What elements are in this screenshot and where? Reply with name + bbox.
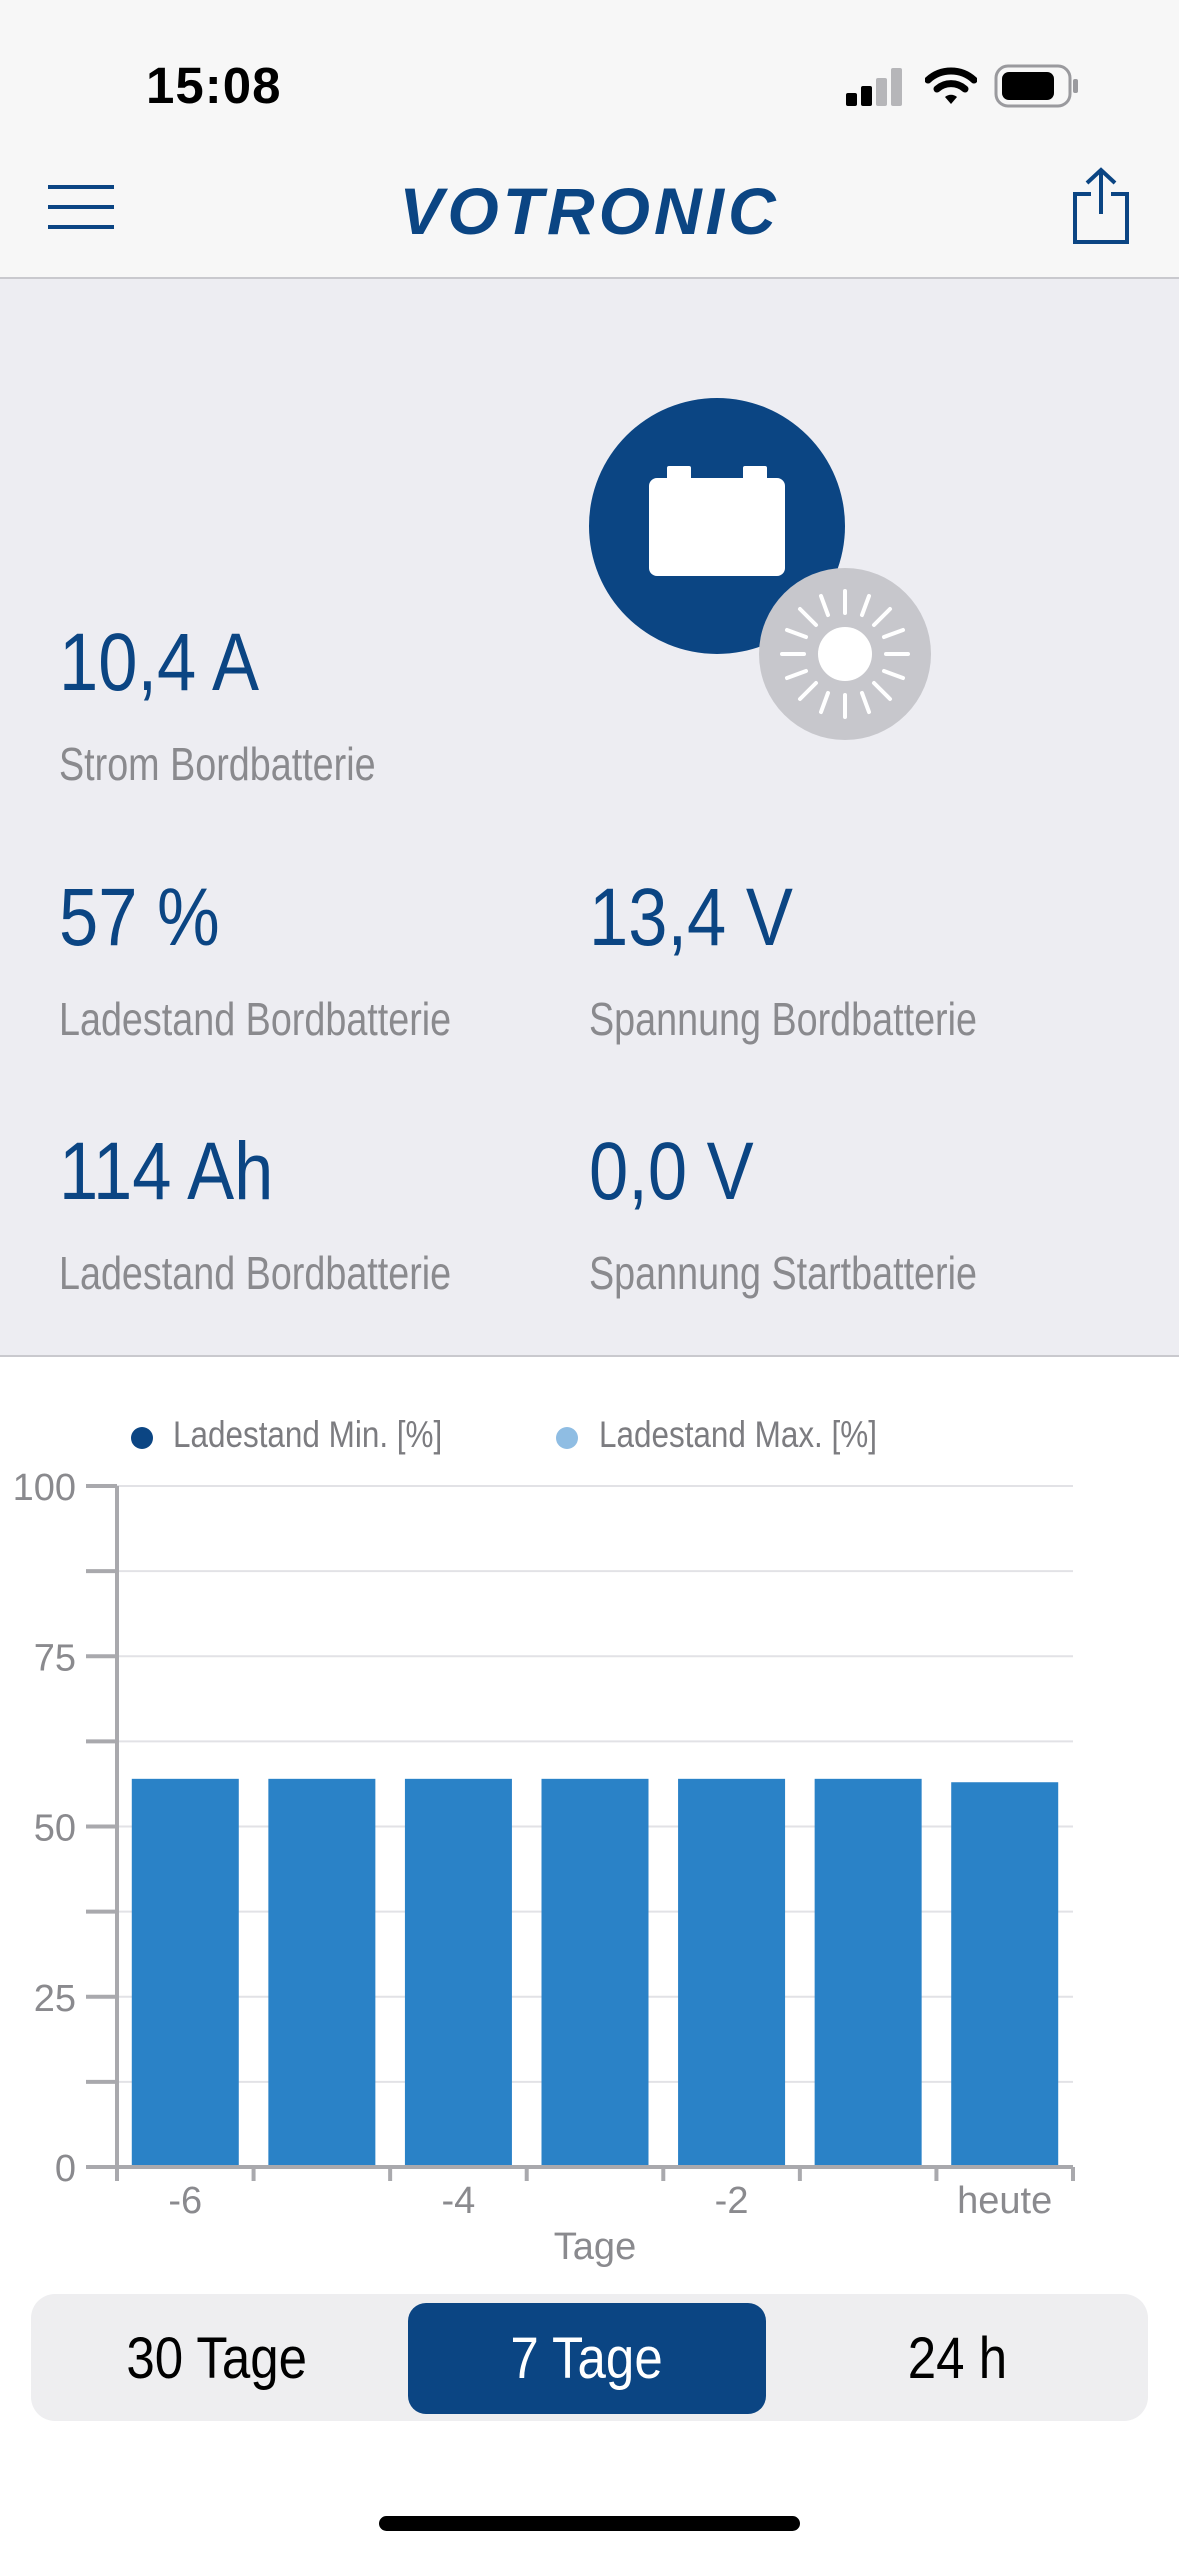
range-option-30-days-label: 30 Tage (126, 2326, 308, 2391)
legend-dot-max (556, 1427, 578, 1449)
x-tick-label: -6 (168, 2180, 202, 2222)
share-icon[interactable] (1071, 166, 1131, 246)
x-tick-label: heute (957, 2180, 1052, 2222)
bar (131, 1778, 239, 2167)
legend-dot-min (131, 1427, 153, 1449)
bar (814, 1778, 922, 2167)
y-tick-label: 75 (34, 1637, 76, 1679)
bar (951, 1782, 1059, 2167)
voltage-start-label: Spannung Startbatterie (589, 1247, 977, 1299)
battery-icon (994, 64, 1078, 108)
navigation-bar (0, 150, 1179, 279)
menu-icon[interactable] (48, 182, 114, 232)
bar (404, 1778, 512, 2167)
voltage-board-value: 13,4 V (589, 872, 793, 963)
soc-bar-chart: 0 25 50 75 100 -6 -4 -2 heute Tage (13, 1467, 1075, 2268)
x-tick-label: -2 (715, 2180, 749, 2222)
soc-percent-value: 57 % (59, 872, 220, 963)
y-tick-label: 25 (34, 1978, 76, 2020)
current-label: Strom Bordbatterie (59, 738, 376, 790)
x-axis-title: Tage (554, 2226, 636, 2268)
legend-label-min: Ladestand Min. [%] (173, 1414, 443, 1455)
range-option-24-hours-label: 24 h (907, 2326, 1007, 2391)
y-tick-label: 100 (13, 1467, 76, 1509)
wifi-icon (925, 67, 977, 104)
brand-logo: VOTRONIC (399, 174, 780, 248)
range-option-24-hours[interactable]: 24 h (778, 2303, 1136, 2414)
soc-ah-value: 114 Ah (59, 1126, 274, 1217)
soc-percent-label: Ladestand Bordbatterie (59, 993, 452, 1045)
range-segmented-control: 30 Tage 7 Tage 24 h (31, 2294, 1148, 2421)
x-tick-label: -4 (442, 2180, 476, 2222)
y-tick-label: 0 (55, 2148, 76, 2190)
range-option-30-days[interactable]: 30 Tage (38, 2303, 396, 2414)
soc-ah-label: Ladestand Bordbatterie (59, 1247, 452, 1299)
current-value: 10,4 A (59, 617, 259, 708)
sun-icon (780, 589, 910, 719)
bar (268, 1778, 376, 2167)
y-tick-label: 50 (34, 1808, 76, 1850)
voltage-board-label: Spannung Bordbatterie (589, 993, 977, 1045)
bar (541, 1778, 649, 2167)
voltage-start-value: 0,0 V (589, 1126, 754, 1217)
battery-info-panel (0, 279, 1179, 1357)
home-indicator (379, 2516, 800, 2531)
bar (678, 1778, 786, 2167)
range-option-7-days[interactable]: 7 Tage (408, 2303, 766, 2414)
solar-source-badge (759, 568, 931, 740)
legend-label-max: Ladestand Max. [%] (599, 1414, 877, 1455)
car-battery-icon (649, 466, 785, 576)
range-option-7-days-label: 7 Tage (510, 2326, 664, 2391)
cellular-signal-icon (846, 68, 902, 106)
status-time: 15:08 (146, 57, 282, 114)
status-bar (0, 0, 1179, 150)
